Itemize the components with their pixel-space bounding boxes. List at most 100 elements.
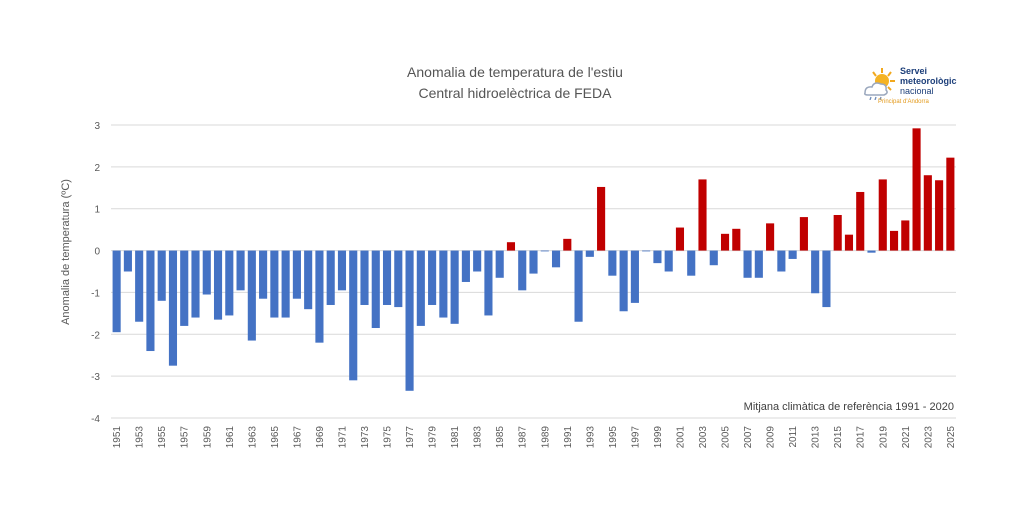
bar-2024 [935, 180, 944, 251]
logo-line-1: Servei [900, 66, 928, 76]
bar-1951 [112, 250, 121, 333]
bar-2021 [901, 220, 910, 251]
y-tick-label: -1 [91, 288, 100, 299]
bar-1966 [281, 250, 290, 318]
bar-1969 [315, 250, 324, 343]
bar-1967 [292, 250, 301, 299]
x-tick-label: 1985 [495, 426, 506, 449]
x-tick-label: 1961 [225, 426, 236, 449]
bar-2017 [856, 191, 865, 251]
bar-2008 [754, 250, 763, 278]
bar-2009 [766, 223, 775, 251]
x-tick-label: 1979 [428, 426, 439, 449]
bar-1957 [180, 250, 189, 326]
bar-1952 [123, 250, 132, 272]
x-tick-label: 2003 [698, 426, 709, 449]
logo-line-3: nacional [900, 86, 934, 96]
bar-1968 [304, 250, 313, 310]
bar-1974 [371, 250, 380, 329]
x-tick-label: 1963 [247, 426, 258, 449]
bar-1989 [540, 250, 549, 252]
bar-2002 [687, 250, 696, 276]
bar-1953 [135, 250, 144, 322]
x-tick-label: 1983 [473, 426, 484, 449]
x-tick-label: 1999 [653, 426, 664, 449]
y-tick-label: 1 [94, 205, 100, 216]
bar-2022 [912, 128, 921, 251]
bar-2016 [844, 234, 854, 251]
bar-2014 [822, 250, 831, 308]
x-tick-label: 2019 [878, 426, 889, 449]
logo-subtitle: Principat d'Andorra [878, 99, 929, 105]
bar-2000 [664, 250, 673, 272]
chart-title: Anomalia de temperatura de l'estiu [407, 64, 623, 80]
bar-1998 [642, 250, 651, 252]
bar-2025 [946, 157, 955, 251]
x-tick-label: 2005 [721, 426, 732, 449]
bar-1997 [630, 250, 639, 303]
bar-1985 [495, 250, 504, 278]
x-tick-label: 2017 [856, 426, 867, 449]
bar-1995 [608, 250, 617, 276]
x-tick-label: 1959 [202, 426, 213, 449]
x-tick-label: 1973 [360, 426, 371, 449]
bar-2012 [799, 217, 808, 251]
smn-logo: Servei meteorològic nacional Principat d… [862, 66, 982, 112]
bar-1975 [382, 250, 392, 305]
bar-2004 [709, 250, 718, 266]
x-tick-label: 1981 [450, 426, 461, 449]
x-tick-label: 1991 [563, 426, 574, 449]
bar-2003 [698, 179, 707, 251]
chart-title-block: Anomalia de temperatura de l'estiu Centr… [300, 62, 730, 104]
bar-1956 [168, 250, 178, 366]
bar-1980 [439, 250, 448, 318]
bar-1958 [191, 250, 200, 318]
bar-1988 [529, 250, 538, 274]
bar-2019 [878, 179, 887, 251]
x-tick-label: 1971 [337, 426, 348, 449]
bar-1963 [247, 250, 256, 341]
x-tick-label: 1989 [540, 426, 551, 449]
x-tick-label: 2001 [675, 426, 686, 449]
bar-layer [112, 128, 955, 391]
bar-1965 [270, 250, 279, 318]
bar-1977 [405, 250, 414, 391]
bar-2018 [867, 250, 876, 253]
x-tick-label: 1977 [405, 426, 416, 449]
bar-1994 [597, 186, 606, 251]
x-tick-label: 1967 [292, 426, 303, 449]
bar-2013 [811, 250, 820, 294]
bar-1999 [653, 250, 662, 264]
bar-1978 [416, 250, 425, 326]
bar-1992 [574, 250, 583, 322]
x-tick-label: 2007 [743, 426, 754, 449]
bar-2007 [743, 250, 752, 278]
bar-1979 [428, 250, 437, 305]
bar-1987 [518, 250, 527, 291]
y-tick-label: 0 [94, 247, 100, 258]
bar-1971 [337, 250, 347, 291]
y-tick-label: 3 [94, 121, 100, 132]
bar-2001 [675, 227, 685, 251]
x-tick-label: 2009 [766, 426, 777, 449]
x-tick-label: 1997 [630, 426, 641, 449]
x-tick-label: 2011 [788, 426, 799, 448]
x-tick-label: 1975 [383, 426, 394, 449]
logo-line-2: meteorològic [900, 76, 957, 86]
bar-1962 [236, 250, 245, 291]
x-tick-label: 2023 [923, 426, 934, 449]
bar-2005 [720, 233, 730, 251]
x-tick-label: 1993 [585, 426, 596, 449]
axis-layer: 3 2 1 0 -1 -2 -3 -4 1951 1953 1955 1957 1959 1961 1963… [91, 121, 957, 448]
logo-text: Servei meteorològic nacional [900, 66, 957, 96]
x-tick-label: 1951 [112, 426, 123, 449]
x-tick-label: 1957 [180, 426, 191, 449]
reference-note: Mitjana climàtica de referència 1991 - 2… [744, 401, 954, 413]
x-tick-label: 2025 [946, 426, 957, 449]
bar-1990 [551, 250, 561, 268]
bar-1993 [585, 250, 594, 257]
bar-1984 [484, 250, 493, 316]
bar-2010 [777, 250, 786, 272]
bar-2006 [732, 228, 741, 251]
x-tick-label: 1987 [518, 426, 529, 449]
